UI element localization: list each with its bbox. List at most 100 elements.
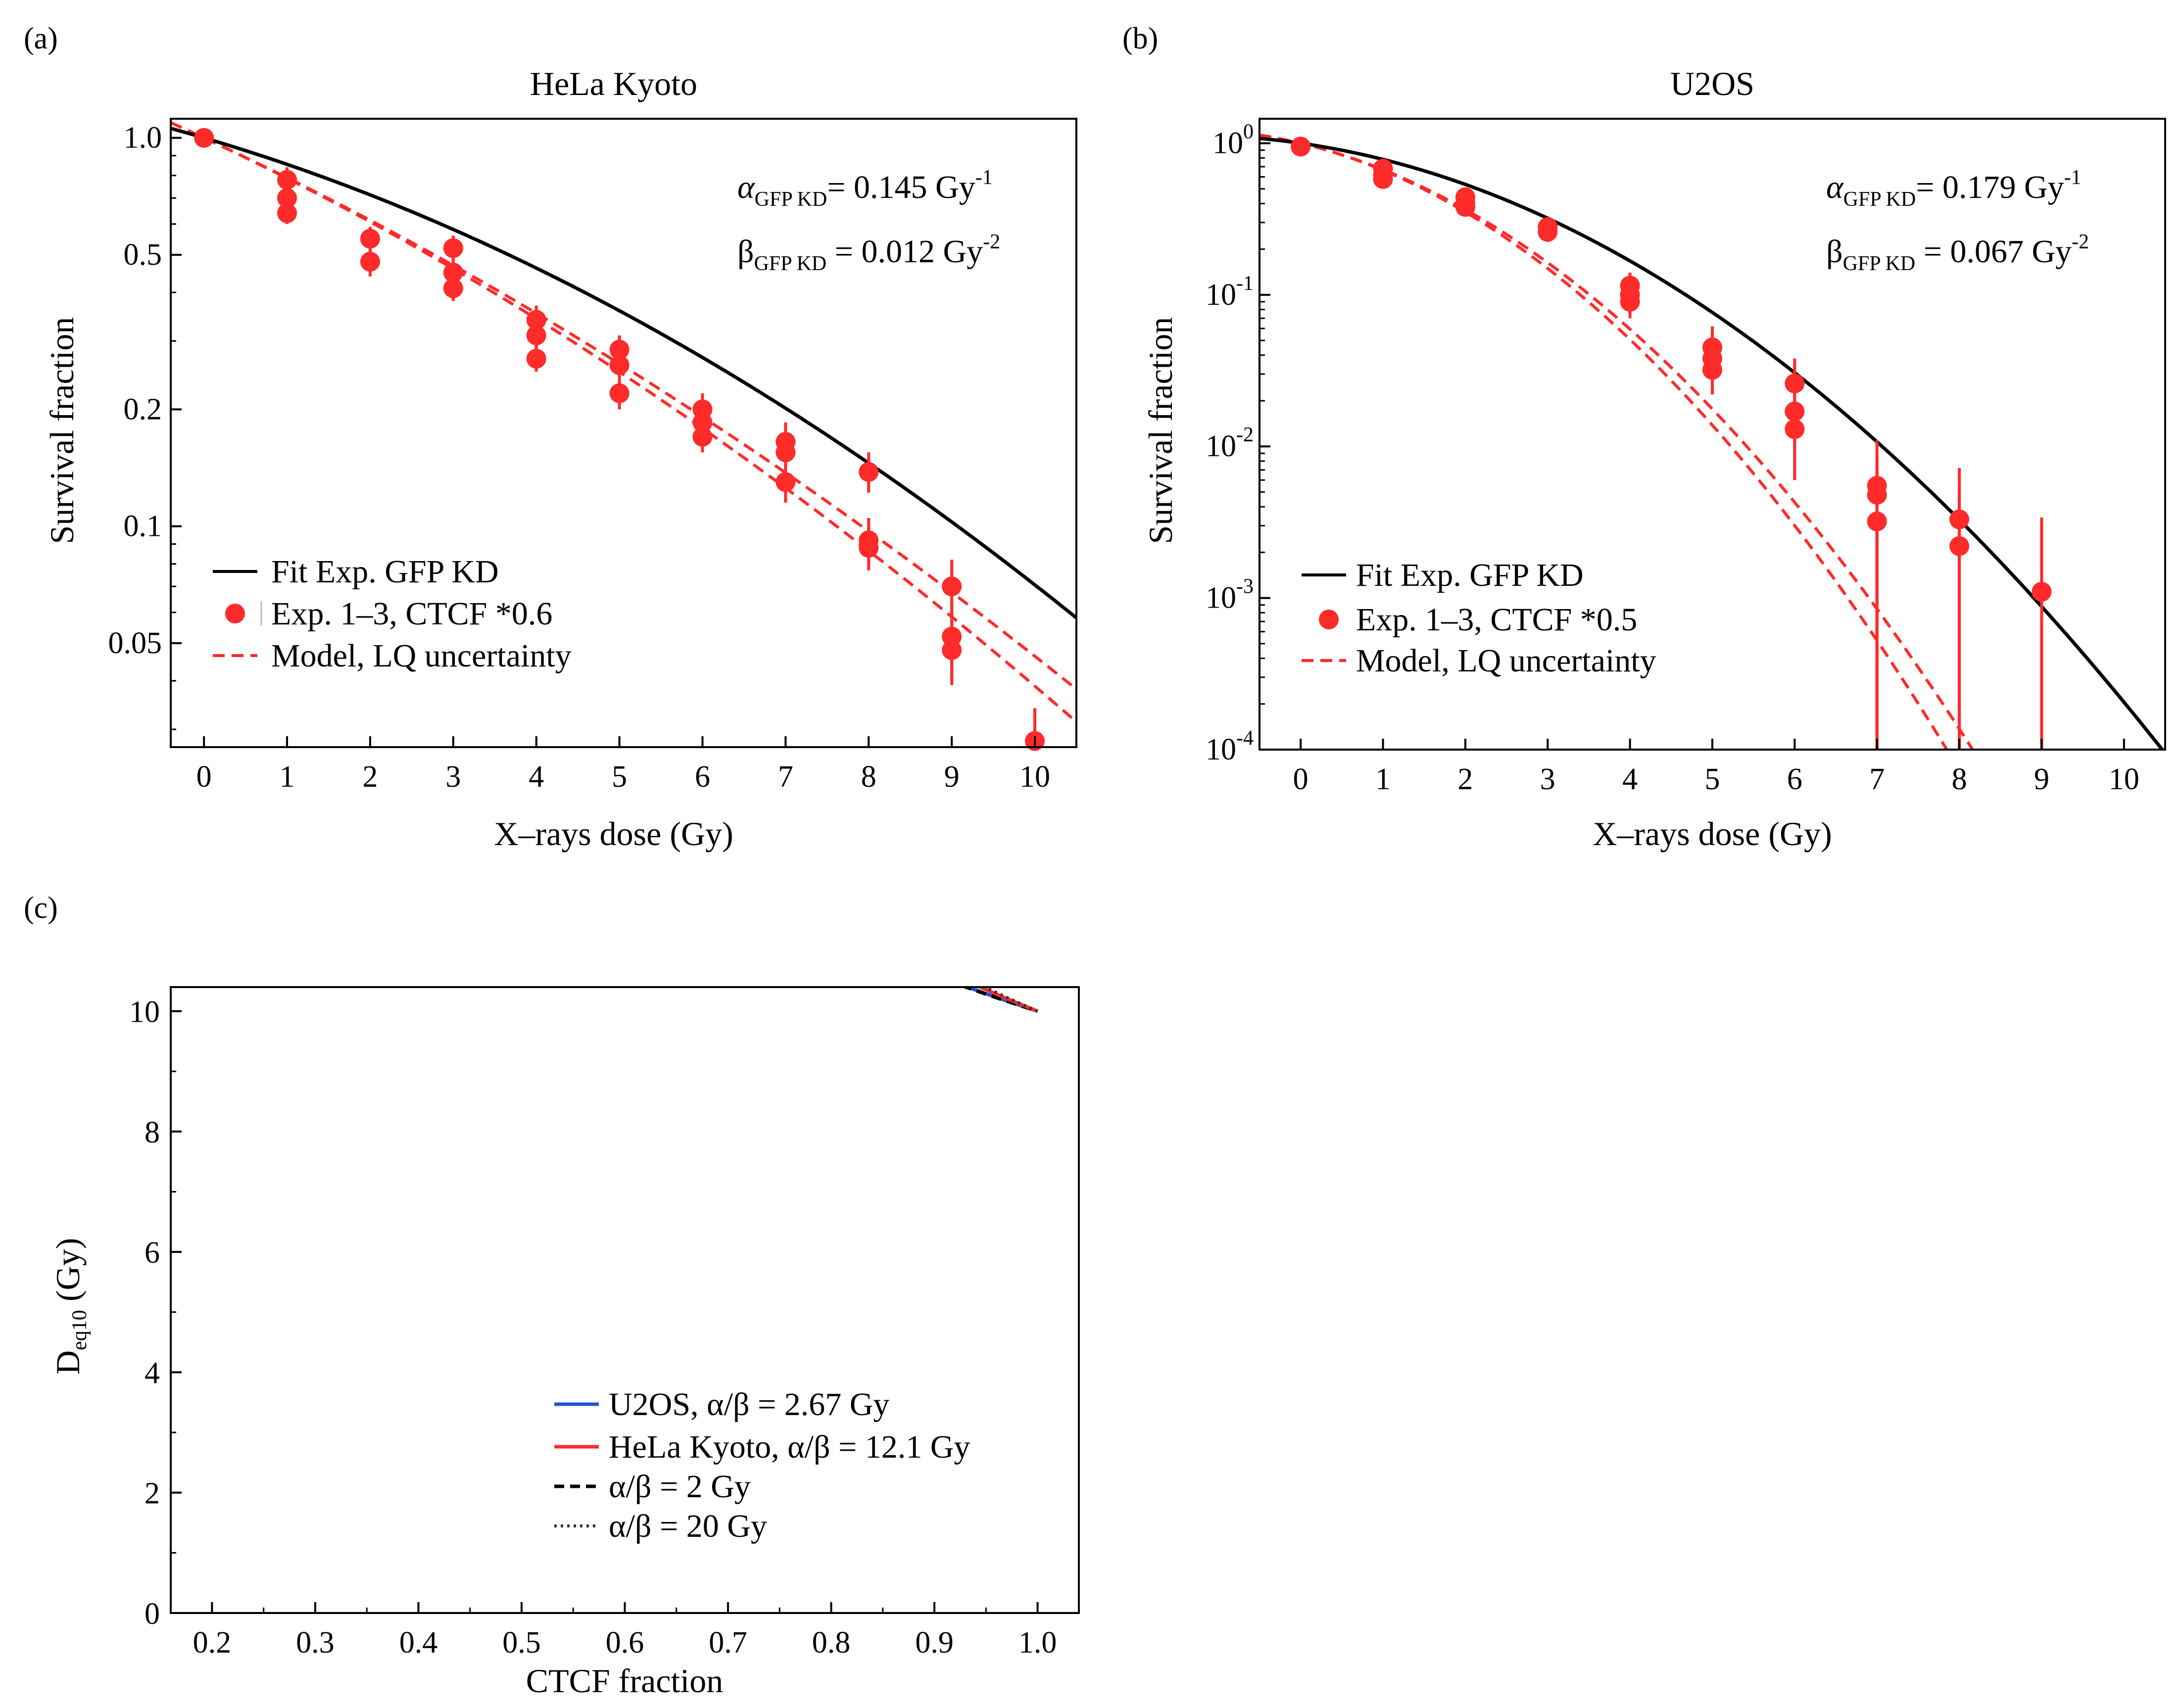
b-y-tick-label-4: 10-4 [1206,727,1254,766]
c-x-tick-label-4: 0.6 [606,1626,644,1660]
a-x-tick-label-0: 0 [196,760,212,794]
panel-b-beta-symbol: β [1826,234,1843,270]
a-x-tick-label-1: 1 [280,760,295,794]
a-model-curve-1 [171,121,1076,723]
svg-text:αGFP KD= 0.145 Gy-1: αGFP KD= 0.145 Gy-1 [737,166,993,211]
c-x-tick-label-7: 0.9 [915,1626,954,1660]
a-point-8 [443,278,463,298]
b-point-17 [1785,419,1805,439]
a-point-26 [942,640,962,660]
panel-b-data-points [1291,137,2052,750]
panel-c-curves [961,987,1038,1013]
b-x-tick-label-4: 4 [1622,762,1638,796]
a-point-19 [775,442,796,463]
panel-b-legend-points-swatch [1319,610,1339,629]
panel-b-y-ticks: 100 10-1 10-2 10-3 10-4 [1206,120,1270,766]
a-y-tick-label-2: 0.2 [124,392,162,426]
panel-a-legend-points-label: Exp. 1–3, CTCF *0.6 [271,596,552,632]
panel-c-y-ticks: 0 2 4 6 8 10 [129,996,182,1631]
a-fit-curve [171,127,1076,619]
a-y-tick-label-4: 0.05 [108,626,162,660]
c-y-tick-label-2: 4 [145,1356,160,1390]
panel-a-beta-annotation: βGFP KD = 0.012 Gy-2 [737,231,1000,275]
panel-a-beta-sub: GFP KD [754,252,827,275]
panel-b-alpha-annotation: αGFP KD= 0.179 Gy-1 [1826,166,2082,211]
b-point-22 [1949,536,1970,556]
panel-a-x-axis-label: X–rays dose (Gy) [494,815,733,853]
a-x-tick-label-8: 8 [861,760,876,794]
panel-b-legend-points-label: Exp. 1–3, CTCF *0.5 [1356,602,1637,638]
panel-b-legend: Fit Exp. GFP KD Exp. 1–3, CTCF *0.5 Mode… [1302,557,1656,679]
a-x-tick-label-4: 4 [529,760,544,794]
c-series-line-3 [981,987,1038,1013]
a-x-tick-label-10: 10 [1019,760,1050,794]
b-x-tick-label-2: 2 [1457,762,1473,796]
panel-a-alpha-sup: -1 [975,166,993,189]
panel-a-beta-text: = 0.012 Gy [826,234,983,270]
a-point-4 [360,229,380,249]
panel-b-beta-annotation: βGFP KD = 0.067 Gy-2 [1826,231,2089,275]
a-point-6 [443,238,463,258]
svg-text:βGFP KD = 0.012 Gy-2: βGFP KD = 0.012 Gy-2 [737,231,1000,275]
panel-c-deq10: (c) 0.2 0.3 0.4 0.5 0.6 0.7 0.8 0.9 1.0 0246810 … [24,891,1080,1700]
a-point-11 [526,349,546,369]
panel-a-legend-model-label: Model, LQ uncertainty [271,638,572,674]
b-y-tick-label-3: 10-3 [1206,575,1254,615]
panel-a-beta-symbol: β [737,234,754,270]
b-point-23 [2032,581,2052,602]
a-x-tick-label-6: 6 [695,760,710,794]
b-y-tick-label-0: 100 [1212,120,1254,160]
panel-b-y-axis-label: Survival fraction [1142,317,1179,544]
panel-b-alpha-text: = 0.179 Gy [1916,169,2064,205]
a-x-tick-label-7: 7 [778,760,793,794]
a-point-23 [859,538,879,558]
a-point-10 [526,325,546,345]
b-point-14 [1702,360,1722,380]
c-x-tick-label-8: 1.0 [1018,1626,1057,1660]
panel-a-alpha-annotation: αGFP KD= 0.145 Gy-1 [737,166,993,211]
a-point-0 [194,128,214,148]
b-point-20 [1867,511,1887,531]
panel-b-alpha-sub: GFP KD [1843,188,1916,211]
panel-a-legend: Fit Exp. GFP KD Exp. 1–3, CTCF *0.6 Mode… [213,554,572,674]
a-point-1 [277,170,297,190]
panel-c-x-axis-label: CTCF fraction [526,1662,724,1700]
svg-text:βGFP KD = 0.067 Gy-2: βGFP KD = 0.067 Gy-2 [1826,231,2089,275]
svg-text:αGFP KD= 0.179 Gy-1: αGFP KD= 0.179 Gy-1 [1826,166,2082,211]
panel-b-beta-sub: GFP KD [1843,252,1916,275]
b-y-tick-label-2: 10-2 [1206,424,1254,463]
b-x-tick-label-9: 9 [2034,762,2049,796]
b-point-6 [1455,197,1475,217]
b-x-tick-label-10: 10 [2109,762,2139,796]
panel-a-plot-frame [170,118,1077,748]
panel-a-beta-sup: -2 [983,231,1000,253]
panel-a-survival-hela: (a) HeLa Kyoto 0 1 2 3 4 5 6 7 8 9 10 1.0 0.5 0.2 0.1… [24,22,1077,853]
b-model-curve-1 [1259,133,1975,750]
b-point-11 [1620,291,1640,312]
b-x-tick-label-5: 5 [1705,762,1720,796]
panel-c-legend-ab2-label: α/β = 2 Gy [609,1469,751,1505]
c-x-tick-label-2: 0.4 [399,1626,438,1660]
b-x-tick-label-1: 1 [1375,762,1391,796]
a-point-3 [277,203,297,223]
a-point-17 [692,427,713,447]
panel-b-x-axis-label: X–rays dose (Gy) [1593,815,1832,853]
panel-a-alpha-text: = 0.145 Gy [827,169,975,205]
panel-b-legend-model-label: Model, LQ uncertainty [1356,643,1656,679]
a-point-7 [443,262,463,283]
b-x-tick-label-8: 8 [1952,762,1967,796]
panel-b-curves [1259,133,2165,750]
c-x-tick-label-0: 0.2 [193,1626,232,1660]
c-series-line-1 [976,987,1038,1013]
a-point-20 [775,472,796,492]
a-x-tick-label-2: 2 [362,760,378,794]
a-point-24 [942,576,962,597]
panel-a-alpha-sub: GFP KD [755,188,827,211]
b-x-tick-label-0: 0 [1293,762,1308,796]
panel-a-y-ticks: 1.0 0.5 0.2 0.1 0.05 [108,121,182,730]
panel-c-y-label-base: D [49,1350,87,1375]
a-point-14 [609,383,629,403]
panel-a-y-axis-label: Survival fraction [43,317,81,544]
c-y-tick-label-0: 0 [145,1597,160,1631]
